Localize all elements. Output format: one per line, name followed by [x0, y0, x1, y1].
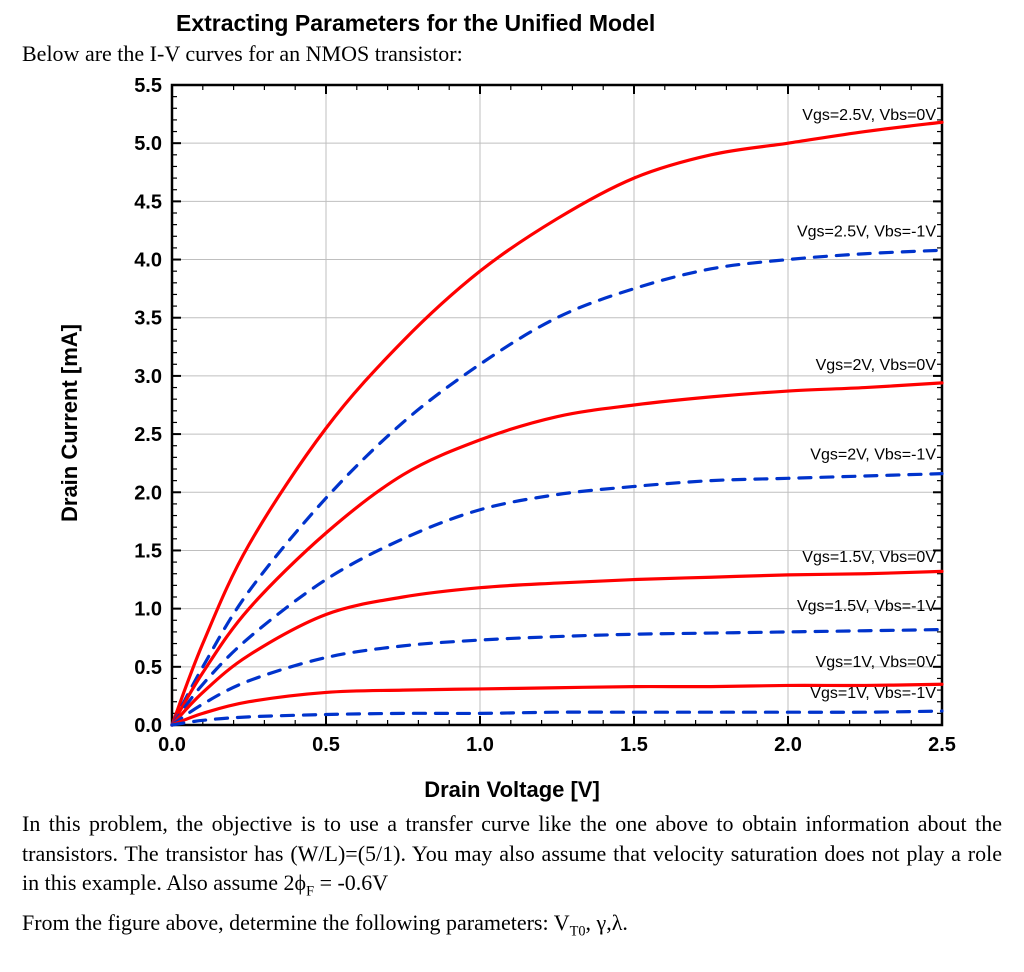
svg-text:1.5: 1.5 [134, 540, 162, 562]
svg-text:Vgs=2.5V, Vbs=0V: Vgs=2.5V, Vbs=0V [802, 107, 936, 124]
svg-text:Vgs=2V, Vbs=0V: Vgs=2V, Vbs=0V [816, 357, 937, 374]
svg-text:1.5: 1.5 [620, 734, 648, 756]
svg-text:5.5: 5.5 [134, 75, 162, 97]
svg-text:Vgs=1.5V, Vbs=-1V: Vgs=1.5V, Vbs=-1V [797, 598, 936, 615]
svg-text:2.5: 2.5 [134, 424, 162, 446]
svg-text:0.0: 0.0 [134, 715, 162, 737]
problem-paragraph-1: In this problem, the objective is to use… [22, 809, 1002, 902]
svg-text:Vgs=1V, Vbs=-1V: Vgs=1V, Vbs=-1V [810, 685, 936, 702]
p2-text: From the figure above, determine the fol… [22, 910, 570, 935]
chart-svg: 0.0 0.5 1.0 1.5 2.0 2.5 0.0 0.5 1.0 1.5 2.0 2.5 3.0 3… [62, 73, 962, 773]
svg-text:Vgs=1V, Vbs=0V: Vgs=1V, Vbs=0V [816, 654, 937, 671]
svg-text:Vgs=2V, Vbs=-1V: Vgs=2V, Vbs=-1V [810, 447, 936, 464]
svg-text:4.5: 4.5 [134, 191, 162, 213]
svg-text:Vgs=1.5V, Vbs=0V: Vgs=1.5V, Vbs=0V [802, 549, 936, 566]
svg-text:4.0: 4.0 [134, 250, 162, 272]
svg-text:2.5: 2.5 [928, 734, 956, 756]
svg-text:1.0: 1.0 [466, 734, 494, 756]
svg-text:2.0: 2.0 [774, 734, 802, 756]
subtitle: Below are the I-V curves for an NMOS tra… [22, 41, 1008, 67]
svg-text:1.0: 1.0 [134, 599, 162, 621]
x-axis-label: Drain Voltage [V] [16, 777, 1008, 803]
iv-curve-chart: Drain Current [mA] 0.00.51.01.52.02.50.0… [62, 73, 962, 773]
problem-paragraph-2: From the figure above, determine the fol… [22, 908, 1002, 942]
svg-text:3.0: 3.0 [134, 366, 162, 388]
svg-text:0.5: 0.5 [134, 657, 162, 679]
svg-text:2.0: 2.0 [134, 482, 162, 504]
svg-text:5.0: 5.0 [134, 133, 162, 155]
svg-text:Vgs=2.5V, Vbs=-1V: Vgs=2.5V, Vbs=-1V [797, 223, 936, 240]
p2-sub: T0 [570, 923, 586, 939]
p1-sub: F [306, 884, 314, 900]
page-title: Extracting Parameters for the Unified Mo… [176, 10, 1008, 37]
svg-text:3.5: 3.5 [134, 308, 162, 330]
svg-text:0.0: 0.0 [158, 734, 186, 756]
p1-text: In this problem, the objective is to use… [22, 811, 1002, 895]
p1-tail: = -0.6V [314, 870, 388, 895]
y-axis-label: Drain Current [mA] [57, 324, 83, 522]
p2-tail: , γ,λ. [585, 910, 627, 935]
svg-text:0.5: 0.5 [312, 734, 340, 756]
